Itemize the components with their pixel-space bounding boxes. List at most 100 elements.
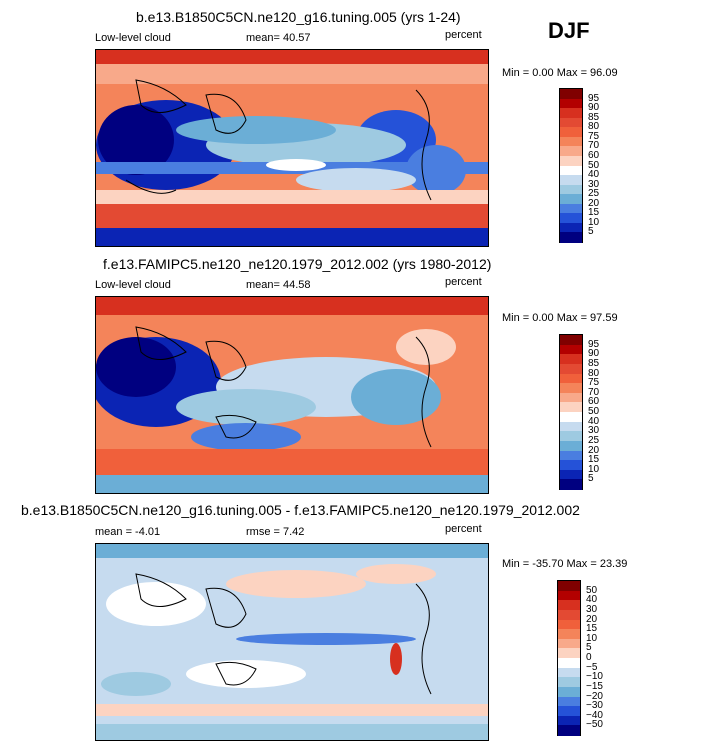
colorbar-tick-label: 75 (588, 377, 600, 389)
season-label: DJF (548, 18, 590, 43)
colorbar-segment (558, 648, 580, 659)
colorbar-segment (560, 127, 582, 138)
colorbar-tick-label: 95 (588, 92, 600, 104)
colorbar-tick-label: −50 (586, 719, 603, 731)
colorbar-tick-label: 50 (588, 159, 600, 171)
colorbar-tick-label: 30 (586, 603, 598, 615)
colorbar-segment (560, 136, 582, 147)
colorbar-tick-label: 15 (586, 623, 598, 635)
colorbar-tick-label: 20 (588, 444, 600, 456)
colorbar-tick-label: 20 (588, 197, 600, 209)
colorbar-segment (558, 590, 580, 601)
panel-3-map-field (96, 544, 488, 740)
colorbar-segment (560, 460, 582, 471)
colorbar-segment (560, 335, 582, 346)
colorbar-segment (558, 677, 580, 688)
colorbar-tick-label: 40 (586, 594, 598, 606)
colorbar-segment (560, 469, 582, 480)
colorbar-tick-label: 85 (588, 111, 600, 123)
panel-3-colorbar (557, 580, 581, 736)
colorbar-segment (560, 344, 582, 355)
colorbar-segment (558, 638, 580, 649)
colorbar-segment (560, 440, 582, 451)
colorbar-tick-label: 25 (588, 188, 600, 200)
colorbar-segment (558, 609, 580, 620)
colorbar-tick-label: 70 (588, 386, 600, 398)
colorbar-segment (560, 402, 582, 413)
colorbar-tick-label: −10 (586, 671, 603, 683)
colorbar-tick-label: −20 (586, 690, 603, 702)
colorbar-segment (558, 715, 580, 726)
colorbar-segment (560, 194, 582, 205)
panel-3-rmse: rmse = 7.42 (246, 526, 305, 538)
colorbar-tick-label: −30 (586, 700, 603, 712)
colorbar-segment (558, 706, 580, 717)
colorbar-segment (560, 232, 582, 243)
colorbar-segment (560, 450, 582, 461)
colorbar-segment (560, 203, 582, 214)
colorbar-tick-label: 75 (588, 130, 600, 142)
colorbar-segment (560, 117, 582, 128)
colorbar-tick-label: 90 (588, 102, 600, 114)
colorbar-tick-label: 0 (586, 652, 592, 663)
colorbar-tick-label: 30 (588, 425, 600, 437)
colorbar-segment (560, 89, 582, 100)
panel-1-minmax: Min = 0.00 Max = 96.09 (502, 67, 618, 79)
colorbar-segment (558, 658, 580, 669)
colorbar-segment (558, 667, 580, 678)
colorbar-tick-label: 95 (588, 338, 600, 350)
colorbar-segment (560, 222, 582, 233)
colorbar-tick-label: 10 (586, 632, 598, 644)
colorbar-segment (560, 175, 582, 186)
colorbar-tick-label: 90 (588, 348, 600, 360)
panel-1-units: percent (445, 29, 482, 41)
colorbar-segment (560, 412, 582, 423)
colorbar-tick-label: −5 (586, 661, 598, 673)
panel-3-mean: mean = -4.01 (95, 526, 161, 538)
panel-3-units: percent (445, 523, 482, 535)
panel-2-title: f.e13.FAMIPC5.ne120_ne120.1979_2012.002 … (103, 256, 492, 272)
colorbar-segment (560, 108, 582, 119)
panel-1-variable-label: Low-level cloud (95, 32, 171, 44)
colorbar-tick-label: 5 (588, 226, 594, 238)
panel-2-units: percent (445, 276, 482, 288)
colorbar-tick-label: 70 (588, 140, 600, 152)
panel-2-variable-label: Low-level cloud (95, 279, 171, 291)
panel-2-colorbar (559, 334, 583, 490)
colorbar-tick-label: 30 (588, 178, 600, 190)
colorbar-tick-label: 50 (588, 406, 600, 417)
colorbar-segment (560, 354, 582, 365)
panel-3-map (95, 543, 489, 741)
colorbar-segment (560, 431, 582, 442)
colorbar-segment (560, 383, 582, 394)
colorbar-segment (560, 363, 582, 374)
colorbar-tick-label: 10 (588, 216, 600, 228)
colorbar-tick-label: 85 (588, 357, 600, 369)
colorbar-segment (558, 725, 580, 736)
colorbar-segment (560, 479, 582, 490)
colorbar-segment (558, 581, 580, 592)
colorbar-segment (558, 696, 580, 707)
panel-1-mean: mean= 40.57 (246, 32, 311, 44)
colorbar-tick-label: 60 (588, 396, 600, 408)
colorbar-tick-label: 20 (586, 613, 598, 625)
panel-3-title: b.e13.B1850C5CN.ne120_g16.tuning.005 - f… (21, 502, 580, 518)
colorbar-tick-label: 15 (588, 207, 600, 219)
colorbar-tick-label: −40 (586, 709, 603, 721)
colorbar-segment (558, 600, 580, 611)
colorbar-tick-label: 10 (588, 463, 600, 475)
colorbar-segment (560, 213, 582, 224)
colorbar-segment (560, 373, 582, 384)
panel-2-mean: mean= 44.58 (246, 279, 311, 291)
panel-1-map (95, 49, 489, 247)
panel-2-map (95, 296, 489, 494)
colorbar-tick-label: 15 (588, 454, 600, 466)
colorbar-segment (560, 392, 582, 403)
colorbar-tick-label: 80 (588, 121, 600, 133)
colorbar-segment (560, 421, 582, 432)
colorbar-tick-label: 25 (588, 434, 600, 446)
panel-3-minmax: Min = -35.70 Max = 23.39 (502, 558, 628, 570)
colorbar-tick-label: 60 (588, 149, 600, 161)
colorbar-tick-label: −15 (586, 680, 603, 692)
panel-1-title: b.e13.B1850C5CN.ne120_g16.tuning.005 (yr… (136, 9, 461, 25)
